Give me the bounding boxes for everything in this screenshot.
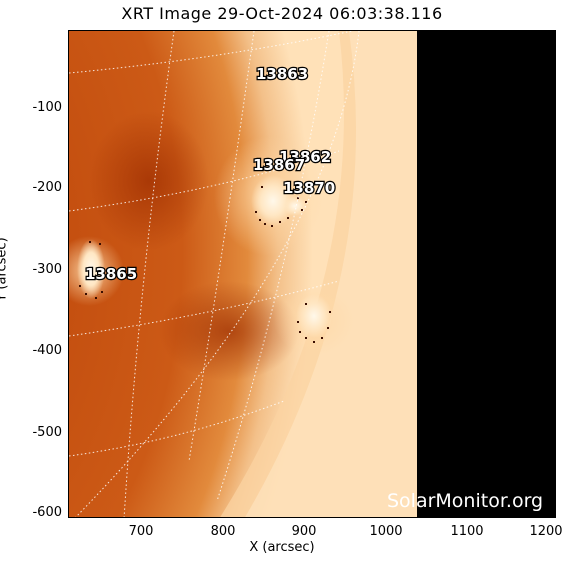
y-axis-label: Y (arcsec)	[0, 237, 10, 301]
solar-image-panel: 13863 13862 13867 13870 13865 SolarMonit…	[68, 30, 556, 518]
heliographic-grid	[69, 31, 360, 517]
x-tick-label: 1200	[529, 524, 563, 539]
solarmonitor-watermark: SolarMonitor.org	[387, 490, 543, 512]
saturation-speckles	[79, 186, 331, 343]
y-tick-label: -600	[32, 505, 62, 520]
solar-image: 13863 13862 13867 13870 13865 SolarMonit…	[69, 31, 555, 517]
x-tick-label: 700	[128, 524, 154, 539]
region-label-13865: 13865	[85, 265, 137, 283]
x-tick-label: 900	[291, 524, 317, 539]
dark-region	[89, 111, 209, 251]
region-label-13867: 13867	[253, 156, 305, 174]
x-tick-label: 1100	[450, 524, 484, 539]
y-tick-label: -300	[32, 262, 62, 277]
region-label-13870: 13870	[283, 179, 335, 197]
dark-region	[159, 281, 299, 381]
x-tick-label: 800	[210, 524, 236, 539]
no-data-region	[417, 31, 555, 517]
region-labels: 13863 13862 13867 13870 13865	[84, 64, 337, 285]
region-label-13862: 13862	[279, 148, 331, 166]
active-region	[296, 294, 332, 338]
region-label-13863: 13863	[256, 65, 308, 83]
y-tick-label: -400	[32, 343, 62, 358]
x-axis-label: X (arcsec)	[249, 540, 315, 555]
y-tick-label: -100	[32, 100, 62, 115]
active-region	[77, 239, 105, 299]
x-tick-label: 1000	[369, 524, 403, 539]
plot-title: XRT Image 29-Oct-2024 06:03:38.116	[121, 4, 443, 23]
corona-outer	[245, 31, 417, 517]
y-tick-label: -500	[32, 425, 62, 440]
y-tick-label: -200	[32, 180, 62, 195]
